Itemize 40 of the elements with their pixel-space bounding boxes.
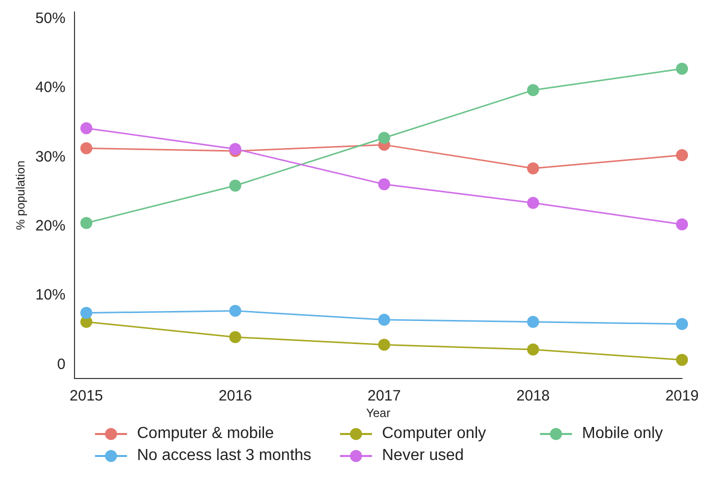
point bbox=[378, 314, 390, 326]
point bbox=[676, 62, 688, 75]
point bbox=[527, 344, 540, 356]
point bbox=[229, 304, 242, 317]
x-tick-label: 2018 bbox=[516, 388, 550, 405]
y-tick-label: 20% bbox=[35, 218, 66, 235]
point bbox=[527, 84, 540, 96]
legend-label: Mobile only bbox=[582, 425, 663, 443]
point bbox=[676, 318, 688, 330]
legend-label: Never used bbox=[382, 447, 464, 465]
y-tick-label: 10% bbox=[35, 286, 66, 304]
x-tick-label: 2016 bbox=[218, 388, 252, 405]
point bbox=[80, 306, 92, 319]
point bbox=[676, 354, 688, 366]
y-tick-label: 30% bbox=[35, 148, 66, 166]
point bbox=[676, 218, 688, 230]
y-axis-title: % population bbox=[14, 160, 28, 230]
point bbox=[229, 331, 242, 344]
y-tick-label: 0 bbox=[57, 356, 66, 373]
y-tick-label: 40% bbox=[35, 79, 66, 96]
x-tick-label: 2017 bbox=[367, 388, 401, 405]
x-tick-label: 2019 bbox=[665, 388, 699, 405]
x-axis-title: Year bbox=[366, 406, 390, 420]
point bbox=[378, 338, 390, 351]
legend-label: Computer only bbox=[382, 425, 486, 443]
point bbox=[80, 142, 92, 154]
point bbox=[527, 196, 540, 209]
point bbox=[378, 178, 390, 190]
point bbox=[527, 316, 540, 328]
x-tick-label: 2015 bbox=[70, 388, 104, 405]
point bbox=[80, 216, 92, 229]
point bbox=[229, 180, 242, 192]
point bbox=[80, 122, 92, 134]
point bbox=[378, 132, 390, 144]
point bbox=[527, 162, 540, 174]
point bbox=[229, 142, 242, 155]
legend-label: No access last 3 months bbox=[137, 447, 312, 465]
y-tick-label: 50% bbox=[35, 10, 66, 28]
legend-label: Computer & mobile bbox=[137, 425, 274, 443]
point bbox=[676, 149, 688, 162]
